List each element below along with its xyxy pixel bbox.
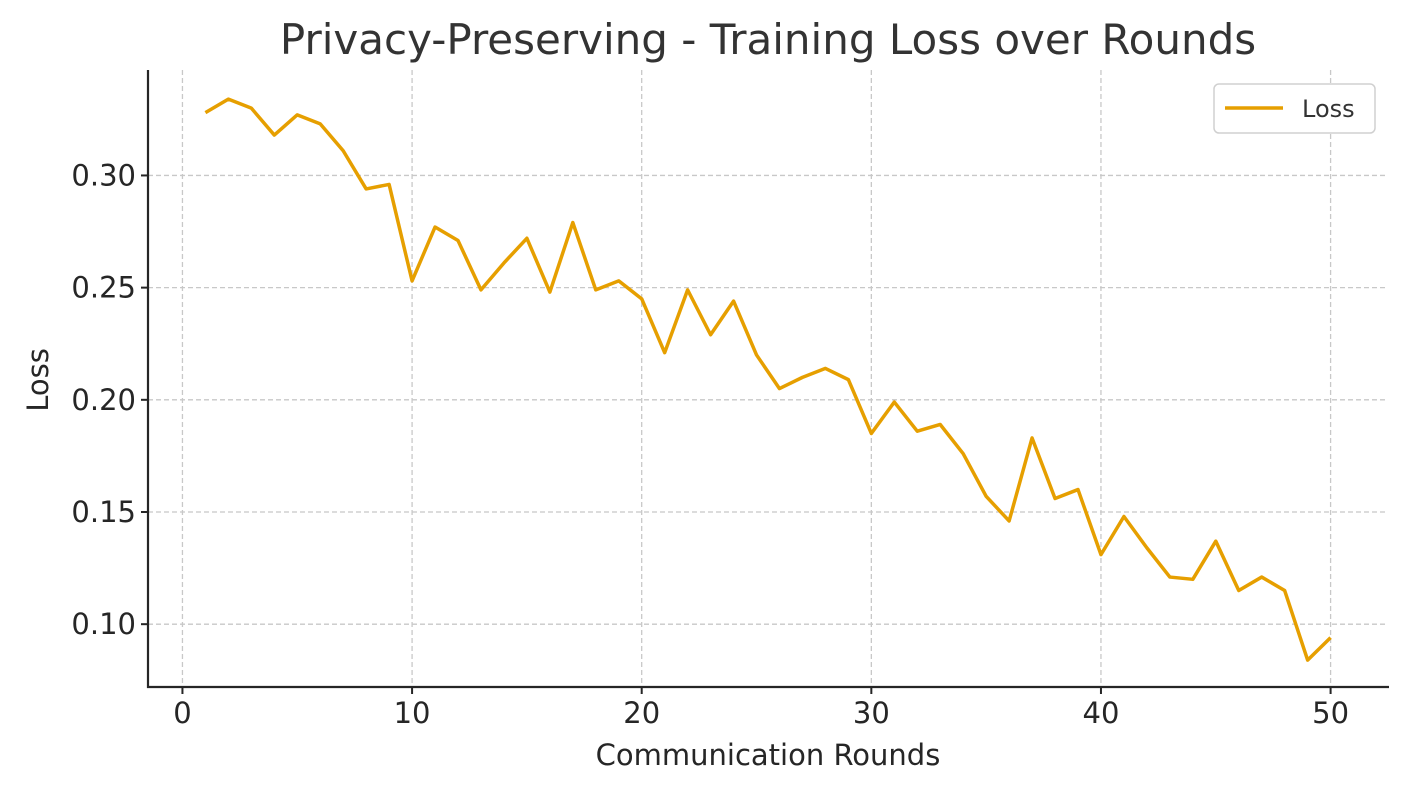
x-tick-label: 0 xyxy=(173,696,191,730)
x-tick-label: 30 xyxy=(853,696,890,730)
series-layer xyxy=(204,97,1332,662)
series-line-loss xyxy=(204,97,1332,662)
legend-label-loss: Loss xyxy=(1302,95,1355,123)
grid xyxy=(148,70,1388,687)
legend: Loss xyxy=(1213,83,1376,134)
x-axis-label: Communication Rounds xyxy=(596,738,941,772)
x-tick-label: 10 xyxy=(394,696,431,730)
y-tick-label: 0.20 xyxy=(71,383,136,417)
legend-box xyxy=(1213,83,1376,134)
ticks: 0 10 20 30 40 50 0.10 0.15 0.20 0.25 0.30 xyxy=(71,158,1349,730)
y-tick-label: 0.25 xyxy=(71,271,136,305)
x-tick-label: 20 xyxy=(623,696,660,730)
y-tick-label: 0.30 xyxy=(71,158,136,192)
x-tick-label: 40 xyxy=(1083,696,1120,730)
y-tick-label: 0.15 xyxy=(71,495,136,529)
x-tick-label: 50 xyxy=(1312,696,1349,730)
y-tick-label: 0.10 xyxy=(71,607,136,641)
chart-title: Privacy-Preserving - Training Loss over … xyxy=(280,15,1256,64)
y-axis-label: Loss xyxy=(21,348,55,412)
